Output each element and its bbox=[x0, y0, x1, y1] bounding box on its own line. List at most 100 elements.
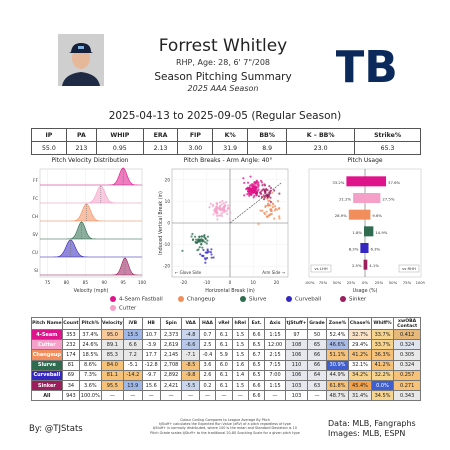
pitch-metric-cell: 1:15 bbox=[264, 328, 286, 341]
break-point-Curveball bbox=[206, 248, 209, 251]
break-point-4-Seam bbox=[260, 181, 264, 184]
pitch-metric-cell: 52.4% bbox=[325, 328, 350, 341]
pitch-metric-cell: 34.2% bbox=[348, 369, 372, 381]
break-point-Cutter bbox=[221, 199, 224, 203]
pitch-metric-cell: -3.9 bbox=[141, 339, 161, 351]
pitch-metric-cell: 6.6 bbox=[247, 379, 266, 392]
breaks-x-tick: -10 bbox=[203, 280, 210, 285]
pitch-table-header-cell: Grade bbox=[307, 317, 327, 330]
usage-bar-rhh-Changeup bbox=[365, 209, 371, 220]
player-bio: RHP, Age: 28, 6' 7"/208 bbox=[175, 58, 271, 67]
break-point-Curveball bbox=[204, 251, 207, 254]
velocity-row-label: SI bbox=[34, 268, 38, 273]
footnote-line: Pitch Grade scales tjStuff+ to the tradi… bbox=[150, 430, 300, 435]
pitch-metric-cell: 2.5 bbox=[198, 339, 217, 351]
breaks-y-tick: -20 bbox=[163, 264, 170, 269]
pitch-metric-cell: 0.7 bbox=[198, 328, 217, 341]
pitch-metric-cell: 6.5 bbox=[247, 359, 266, 371]
break-point-Cutter bbox=[220, 207, 223, 210]
break-point-Slurve bbox=[204, 241, 207, 244]
pitch-metric-cell: 8.6% bbox=[79, 359, 102, 371]
break-point-Curveball bbox=[199, 253, 202, 256]
pitch-usage-chart: 33.2% 37.6% 21.2% 27.5% 28.9% 9.6% 1.8% 14.9% 8.… bbox=[305, 168, 425, 294]
pitch-metric-cell: 32.7% bbox=[348, 328, 372, 341]
table-row: Changeup 174 18.5% 85.3 7.2 17.7 2,145 -7.1 -0.4… bbox=[31, 349, 421, 361]
player-name: Forrest Whitley bbox=[158, 36, 288, 56]
player-headshot bbox=[58, 34, 104, 86]
breaks-chart-title: Pitch Breaks - Arm Angle: 40° bbox=[183, 157, 273, 164]
pitch-metric-cell: 0.305 bbox=[393, 349, 421, 361]
usage-bar-lhh-Slurve bbox=[363, 226, 365, 237]
pitch-metric-cell: 37.4% bbox=[79, 328, 102, 341]
break-point-Cutter bbox=[215, 214, 219, 217]
break-point-Sinker bbox=[273, 189, 276, 192]
table-row: All 943 100.0% — — — — — — — —6.6—103—48.7% 31.4% 34… bbox=[31, 390, 421, 402]
velocity-tick-label: 95 bbox=[120, 280, 126, 285]
breaks-y-tick: 20 bbox=[165, 177, 171, 182]
usage-label-rhh: 4.1% bbox=[369, 263, 379, 268]
season-stat-header: BB% bbox=[247, 128, 288, 142]
break-point-Sinker bbox=[263, 188, 266, 191]
data-credits: Data: MLB, Fangraphs Images: MLB, ESPN bbox=[328, 419, 416, 439]
break-point-Slurve bbox=[200, 243, 203, 246]
pitch-metric-cell: 33.7% bbox=[370, 339, 395, 351]
pitch-metric-cell: 1.5 bbox=[231, 328, 249, 341]
pitch-metric-cell: -4.8 bbox=[181, 328, 200, 341]
usage-bar-rhh-Sinker bbox=[365, 259, 368, 270]
pitch-metric-cell: 15.6 bbox=[141, 379, 161, 392]
break-point-Changeup bbox=[274, 207, 277, 210]
pitch-name-cell: Slurve bbox=[31, 359, 63, 371]
break-point-Sinker bbox=[262, 198, 266, 201]
lhh-label: vs LHH bbox=[314, 266, 327, 271]
season-stat-header: PA bbox=[65, 128, 97, 142]
pitch-table-header-cell: Pitch% bbox=[79, 317, 102, 330]
pitch-metric-cell: 34 bbox=[61, 379, 81, 392]
break-point-Slurve bbox=[203, 236, 206, 239]
break-point-4-Seam bbox=[250, 189, 254, 193]
break-point-Cutter bbox=[227, 204, 230, 207]
season-stat-value: 55.0 bbox=[31, 141, 67, 155]
season-stat-header: Strike% bbox=[354, 128, 421, 142]
pitch-metric-cell: 97 bbox=[284, 328, 309, 341]
break-point-4-Seam bbox=[253, 189, 256, 192]
pitch-metric-cell: 1.5 bbox=[231, 349, 249, 361]
pitch-metric-cell: 89.1 bbox=[100, 339, 125, 351]
pitch-metric-cell: 84.0 bbox=[100, 359, 125, 371]
break-point-Changeup bbox=[276, 199, 280, 203]
velocity-axis-label: Velocity (mph) bbox=[74, 288, 109, 294]
legend-item: Curveball bbox=[286, 296, 321, 303]
break-point-Cutter bbox=[220, 212, 223, 215]
break-point-4-Seam bbox=[248, 187, 252, 190]
pitch-metric-cell: — bbox=[123, 390, 143, 402]
pitch-metric-cell: 0.412 bbox=[393, 328, 421, 341]
break-point-Changeup bbox=[273, 205, 277, 208]
legend-item: Slurve bbox=[240, 296, 266, 303]
break-point-Slurve bbox=[190, 235, 193, 238]
velocity-density-SI bbox=[40, 257, 142, 276]
breaks-y-tick: 0 bbox=[167, 221, 170, 226]
break-point-4-Seam bbox=[249, 175, 252, 178]
break-point-Changeup bbox=[270, 212, 273, 215]
pitch-metric-cell: — bbox=[231, 390, 249, 402]
break-point-4-Seam bbox=[256, 189, 259, 192]
pitch-metric-cell: 50 bbox=[307, 328, 327, 341]
pitch-metric-cell: 31.4% bbox=[348, 390, 372, 402]
pitch-metric-cell: 6.6 bbox=[247, 390, 266, 402]
usage-bar-rhh-Slurve bbox=[365, 226, 374, 237]
pitch-metric-cell: 3.6 bbox=[198, 359, 217, 371]
pitch-metric-cell: — bbox=[264, 390, 286, 402]
break-point-Changeup bbox=[266, 215, 269, 219]
pitch-metric-cell: 1:15 bbox=[264, 379, 286, 392]
break-point-4-Seam bbox=[254, 187, 258, 190]
pitch-metric-cell: 33.7% bbox=[370, 328, 395, 341]
break-point-Cutter bbox=[228, 208, 231, 211]
pitch-metric-cell: 5.9 bbox=[215, 349, 233, 361]
pitch-metric-cell: 108 bbox=[284, 339, 309, 351]
break-point-Sinker bbox=[264, 191, 267, 195]
break-point-Cutter bbox=[224, 201, 228, 204]
pitch-metric-cell: 6.1 bbox=[215, 339, 233, 351]
break-point-Slurve bbox=[205, 242, 208, 245]
pitch-metric-cell: -12.8 bbox=[141, 359, 161, 371]
break-point-Sinker bbox=[267, 194, 270, 197]
break-point-Cutter bbox=[214, 207, 217, 210]
